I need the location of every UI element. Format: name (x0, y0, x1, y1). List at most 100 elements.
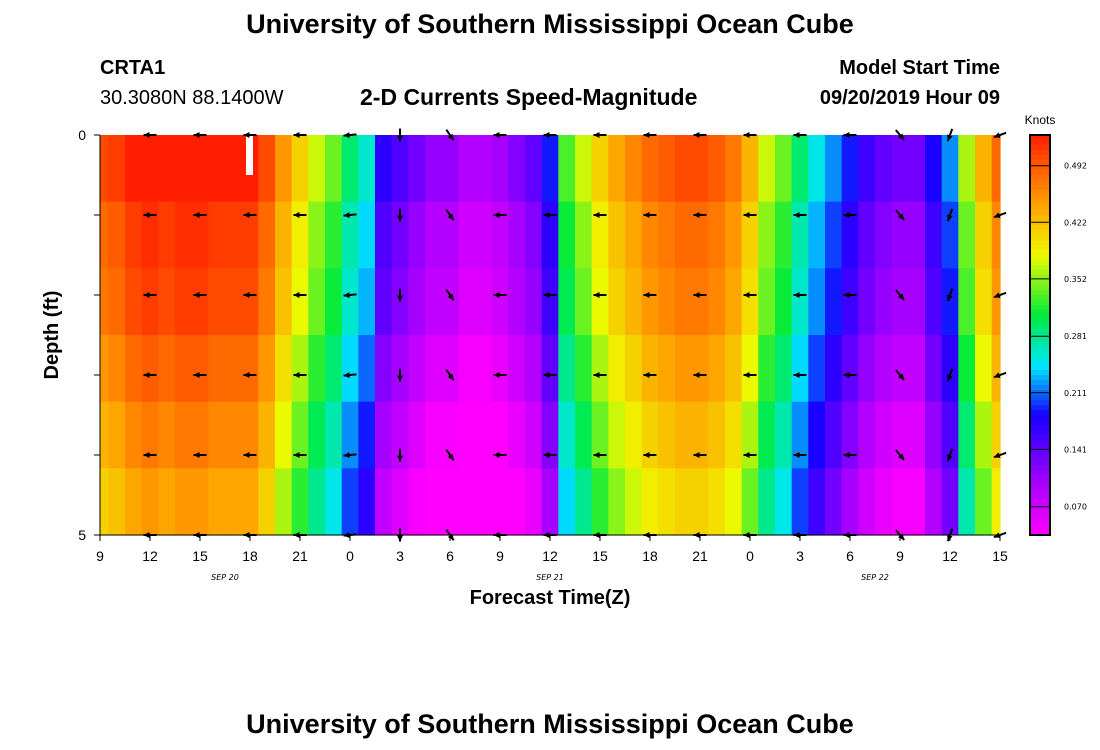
heatmap-cell (808, 268, 826, 336)
heatmap-cell (375, 135, 393, 203)
heatmap-cell (591, 401, 609, 469)
heatmap-cell (491, 335, 509, 403)
heatmap-cell (858, 135, 876, 203)
heatmap-cell (441, 201, 459, 269)
current-vector-arrow (895, 129, 905, 141)
heatmap-cell (358, 135, 376, 203)
heatmap-cell (658, 135, 676, 203)
arrow-head (543, 132, 550, 138)
x-tick-label: 6 (846, 548, 854, 564)
heatmap-cell (241, 468, 259, 536)
arrow-head (397, 135, 403, 142)
heatmap-cell (608, 468, 626, 536)
heatmap-cell (741, 335, 759, 403)
arrow-head (493, 132, 500, 138)
heatmap-cell (425, 201, 443, 269)
arrow-head (343, 532, 350, 538)
arrow-head (397, 535, 403, 542)
heatmap-cell (741, 201, 759, 269)
heatmap-cell (191, 335, 209, 403)
colorbar-segment (1030, 275, 1050, 281)
current-vector-arrow (543, 132, 557, 138)
colorbar-segment (1030, 370, 1050, 376)
heatmap-cell (658, 401, 676, 469)
heatmap-cell (458, 401, 476, 469)
colorbar-tick-label: 0.281 (1064, 332, 1087, 341)
heatmap-cell (708, 268, 726, 336)
model-start-value: 09/20/2019 Hour 09 (819, 87, 1000, 109)
heatmap-cell (908, 335, 926, 403)
heatmap-cell (475, 335, 493, 403)
x-tick-label: 15 (592, 548, 608, 564)
heatmap-cell (991, 401, 1001, 469)
colorbar-title: Knots (1025, 113, 1056, 127)
heatmap-cell (808, 135, 826, 203)
arrow-head (293, 292, 300, 298)
heatmap-cell (825, 135, 843, 203)
colorbar-segment (1030, 425, 1050, 431)
heatmap-cell (608, 401, 626, 469)
heatmap-cell (891, 135, 909, 203)
heatmap-cell (658, 201, 676, 269)
current-vector-arrow (445, 129, 455, 141)
heatmap-cell (408, 468, 426, 536)
current-vector-arrow (493, 372, 507, 378)
current-vector-arrow (243, 452, 257, 458)
current-vector-arrow (243, 532, 257, 538)
heatmap-cell (308, 201, 326, 269)
heatmap-cell (741, 468, 759, 536)
heatmap-cell (391, 401, 409, 469)
arrow-head (898, 293, 905, 300)
colorbar-segment (1030, 180, 1050, 186)
arrow-head (947, 214, 953, 222)
heatmap-cell (425, 268, 443, 336)
heatmap-cell (675, 335, 693, 403)
arrow-head (693, 372, 700, 378)
current-vector-arrow (743, 292, 757, 298)
heatmap-cell (291, 135, 309, 203)
arrow-head (243, 452, 250, 458)
heatmap-cell (991, 468, 1001, 536)
current-vector-arrow (143, 452, 157, 458)
colorbar-segment (1030, 490, 1050, 496)
current-vector-arrow (993, 531, 1007, 539)
arrow-head (993, 132, 1001, 138)
heatmap-cell (291, 468, 309, 536)
arrow-head (947, 534, 953, 542)
current-vector-arrow (493, 132, 507, 138)
heatmap-cell (100, 335, 109, 403)
colorbar-segment (1030, 520, 1050, 526)
heatmap-cell (841, 401, 859, 469)
current-vector-arrow (143, 372, 157, 378)
arrow-head (343, 452, 350, 458)
colorbar-tick-label: 0.211 (1064, 389, 1087, 398)
heatmap-cell (308, 268, 326, 336)
x-tick-label: 15 (192, 548, 208, 564)
heatmap-cell (458, 268, 476, 336)
heatmap-cell (608, 335, 626, 403)
current-vector-arrow (693, 212, 707, 218)
heatmap-cell (808, 401, 826, 469)
heatmap-cell (258, 201, 276, 269)
heatmap-cell (591, 335, 609, 403)
x-tick-label: 21 (292, 548, 308, 564)
current-vector-arrow (693, 132, 707, 138)
arrow-head (447, 373, 454, 381)
heatmap-cell (958, 201, 976, 269)
current-vector-arrow (793, 372, 807, 378)
heatmap-cell (841, 468, 859, 536)
heatmap-cell (441, 401, 459, 469)
heatmap-cell (341, 201, 359, 269)
current-vector-arrow (243, 372, 257, 378)
arrow-head (143, 132, 150, 138)
arrow-head (693, 532, 700, 538)
heatmap-cell (341, 335, 359, 403)
current-vector-arrow (643, 532, 657, 538)
current-vector-arrow (593, 452, 607, 458)
heatmap-cell (191, 401, 209, 469)
heatmap-cell (125, 201, 143, 269)
heatmap-cell (891, 401, 909, 469)
heatmap-cell (175, 468, 193, 536)
heatmap-cell (625, 135, 643, 203)
colorbar-segment (1030, 245, 1050, 251)
